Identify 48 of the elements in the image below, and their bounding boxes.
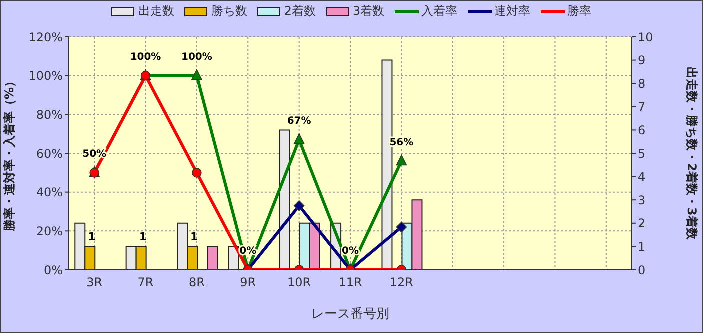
point: [192, 168, 202, 178]
y2-tick-label: 9: [638, 54, 646, 68]
y2-tick-label: 1: [638, 240, 646, 254]
legend-label: 入着率: [420, 3, 458, 20]
y2-tick-label: 7: [638, 100, 646, 114]
legend-label: 出走数: [137, 3, 174, 20]
y2-tick-label: 8: [638, 76, 646, 91]
y-tick-label: 40%: [36, 186, 63, 200]
y-tick-label: 60%: [36, 146, 63, 161]
y-axis-title: 勝率・連対率・入着率（%）: [2, 75, 16, 233]
legend-label: 3着数: [352, 3, 385, 20]
x-tick-label: 8R: [188, 276, 205, 290]
y2-tick-label: 10: [638, 30, 654, 44]
bar: [228, 246, 240, 270]
y2-tick-label: 2: [638, 216, 646, 231]
point: [396, 154, 408, 166]
bar: [207, 246, 218, 270]
y2-tick-label: 6: [638, 123, 646, 138]
y-tick-label: 100%: [28, 69, 63, 84]
point: [192, 69, 202, 80]
data-label: 100%: [182, 52, 212, 63]
x-tick-label: 3R: [86, 276, 103, 290]
y2-tick-label: 0: [638, 263, 646, 278]
x-tick-label: 11R: [338, 276, 362, 290]
y-tick-label: 80%: [36, 108, 63, 122]
y-tick-label: 20%: [36, 224, 63, 238]
y2-tick-label: 3: [638, 193, 646, 208]
data-label: 1: [190, 230, 198, 244]
y-tick-label: 0%: [44, 263, 63, 278]
data-label: 67%: [287, 116, 312, 127]
y2-tick-label: 5: [638, 146, 646, 161]
legend-label: 連対率: [494, 3, 531, 20]
x-tick-label: 9R: [240, 276, 256, 290]
y2-axis-title: 出走数・勝ち数・2着数・3着数: [684, 67, 699, 241]
x-tick-label: 12R: [390, 276, 414, 290]
bar: [279, 130, 290, 270]
data-label: 1: [139, 230, 147, 244]
data-label: 1: [88, 230, 96, 244]
y-tick-label: 120%: [28, 30, 63, 44]
data-label: 100%: [130, 52, 162, 63]
legend-label: 2着数: [283, 3, 316, 20]
point: [294, 134, 305, 144]
legend-label: 勝ち数: [210, 3, 248, 20]
y2-tick-label: 4: [638, 170, 646, 184]
x-tick-label: 7R: [138, 276, 154, 290]
x-axis-title: レース番号別: [312, 307, 390, 322]
x-tick-label: 10R: [288, 276, 312, 290]
legend-label: 勝率: [566, 3, 592, 20]
